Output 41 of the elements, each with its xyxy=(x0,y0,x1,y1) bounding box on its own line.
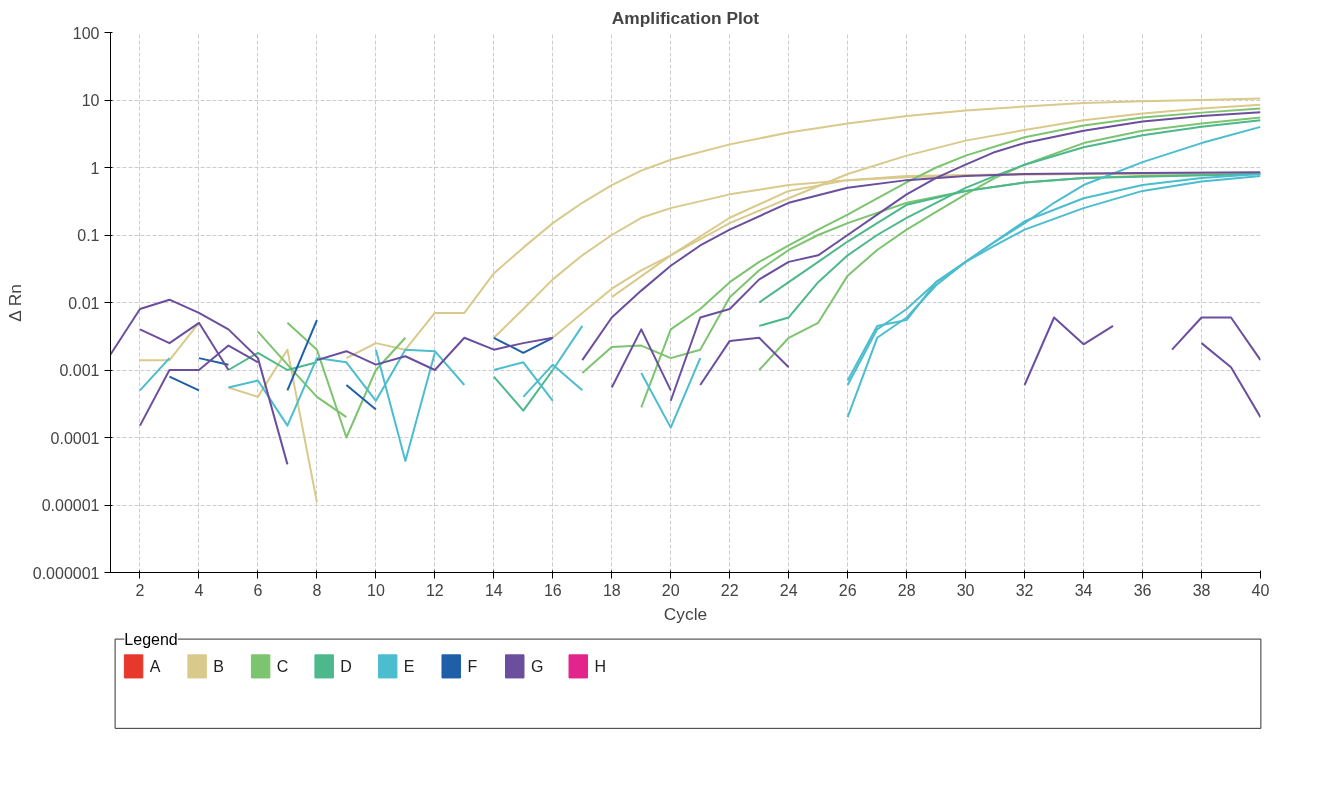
legend-label: E xyxy=(403,657,415,675)
y-tick-label: 0.00001 xyxy=(41,497,100,514)
x-tick-label: 30 xyxy=(956,581,975,599)
x-tick-label: 22 xyxy=(720,581,739,599)
x-tick-label: 28 xyxy=(897,581,916,599)
chart-title: Amplification Plot xyxy=(611,7,760,28)
legend-label: F xyxy=(467,657,478,675)
y-tick-label: 0.0001 xyxy=(50,429,100,447)
x-tick-label: 16 xyxy=(543,581,562,599)
x-tick-label: 18 xyxy=(602,581,621,599)
legend-label: B xyxy=(213,657,224,675)
x-tick-label: 34 xyxy=(1074,581,1093,599)
x-tick-label: 36 xyxy=(1133,581,1152,599)
y-axis-title: Δ Rn xyxy=(4,284,25,322)
y-tick-label: 0.000001 xyxy=(32,564,100,582)
x-tick-label: 26 xyxy=(838,581,857,599)
x-tick-label: 38 xyxy=(1192,581,1211,599)
x-tick-label: 10 xyxy=(366,581,385,599)
y-tick-label: 1 xyxy=(90,159,100,177)
y-tick-label: 0.001 xyxy=(59,362,100,379)
x-tick-label: 40 xyxy=(1251,581,1270,599)
x-tick-label: 14 xyxy=(484,581,503,599)
legend-title: Legend xyxy=(124,630,178,648)
x-tick-label: 32 xyxy=(1015,581,1034,599)
legend-label: D xyxy=(340,657,352,675)
x-tick-label: 8 xyxy=(312,581,322,599)
x-axis-title: Cycle xyxy=(663,603,708,624)
y-tick-label: 10 xyxy=(81,92,100,109)
x-tick-label: 2 xyxy=(135,581,145,599)
legend-label: C xyxy=(276,657,289,675)
legend-label: H xyxy=(594,657,607,675)
x-tick-label: 20 xyxy=(661,581,680,599)
y-tick-label: 0.01 xyxy=(68,294,100,312)
x-tick-label: 24 xyxy=(779,581,798,599)
legend-label: A xyxy=(149,657,161,675)
y-tick-label: 100 xyxy=(72,24,100,42)
x-tick-label: 4 xyxy=(194,581,204,599)
legend-label: G xyxy=(530,657,544,675)
x-tick-label: 6 xyxy=(253,581,263,599)
x-tick-label: 12 xyxy=(425,581,444,599)
y-tick-label: 0.1 xyxy=(77,227,100,244)
